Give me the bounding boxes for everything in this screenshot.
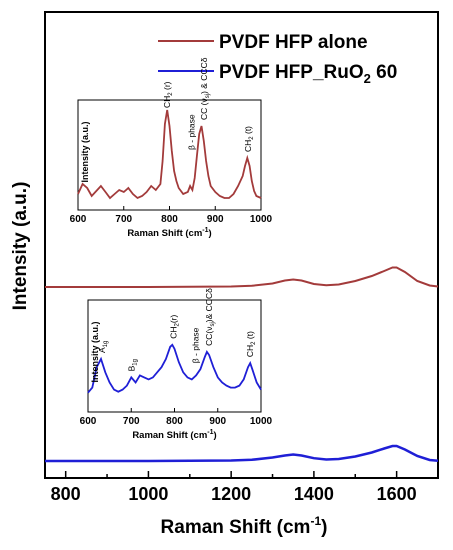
peak-annotation-sub: 2 xyxy=(168,92,174,96)
peak-annotation-cc-sj-ccc: CC (νsj) & CCCδ xyxy=(199,57,211,120)
peak-annotation-ch2-t: CH2 (t) xyxy=(243,126,255,152)
peak-annotation-text: β - phase xyxy=(187,114,197,150)
peak-annotation-text: CH xyxy=(245,345,255,357)
inset-x-axis-label-sup: -1 xyxy=(207,429,213,436)
inset-x-axis-label-close: ) xyxy=(214,430,217,441)
peak-annotation-sub: 1g xyxy=(103,341,109,348)
inset-bottom: 600 700 800 900 1000 Intensity (a.u.) Raman Sh… xyxy=(80,288,273,441)
inset-y-axis-label: Intensity (a.u.) xyxy=(90,321,100,382)
peak-annotation-sub: 2 xyxy=(251,341,257,345)
x-axis-label-sup: -1 xyxy=(310,514,321,528)
x-tick-label-1600: 1600 xyxy=(377,484,417,504)
x-axis-label: Raman Shift (cm-1) xyxy=(161,514,328,538)
inset-series-line xyxy=(87,343,262,394)
x-tick-label-1000: 1000 xyxy=(128,484,168,504)
inset-x-axis-label-sup: -1 xyxy=(202,227,208,234)
inset-x-tick-label-900: 900 xyxy=(209,416,226,427)
legend-label-pvdf-hfp-alone: PVDF HFP alone xyxy=(219,32,368,53)
peak-annotation-sub: 1g xyxy=(132,359,138,366)
legend-label-part-3: 60 xyxy=(371,62,397,83)
peak-annotation-b1g: B1g xyxy=(126,359,138,371)
peak-annotation-ch2-r: CH2 (r) xyxy=(162,81,174,108)
legend-label-subscript: 2 xyxy=(364,71,371,86)
inset-series-line xyxy=(77,109,262,200)
peak-annotation-sub: sj xyxy=(205,94,211,98)
peak-annotation-tail: (r) xyxy=(169,315,179,324)
peak-annotation-text: CC(ν xyxy=(204,327,214,346)
peak-annotation-tail: (t) xyxy=(243,126,253,137)
inset-x-tick-label-1000: 1000 xyxy=(250,416,273,427)
x-tick-label-800: 800 xyxy=(51,484,81,504)
main-plot-frame xyxy=(44,11,439,479)
x-axis-label-close: ) xyxy=(321,517,327,538)
x-tick-label-1400: 1400 xyxy=(294,484,334,504)
series-line-pvdf-hfp-alone xyxy=(45,266,439,288)
peak-annotation-a1g: A1g xyxy=(97,341,109,353)
legend: PVDF HFP alone PVDF HFP_RuO2 60 xyxy=(158,32,397,86)
x-tick-label-1200: 1200 xyxy=(211,484,251,504)
peak-annotation-phase: β - phase xyxy=(190,327,200,363)
inset-x-tick-label-600: 600 xyxy=(70,214,87,225)
inset-x-tick-label-700: 700 xyxy=(115,214,132,225)
inset-x-axis-label: Raman Shift (cm-1) xyxy=(132,429,216,441)
peak-annotation-text: B xyxy=(126,365,136,371)
series-line-pvdf-hfp-ruo2-60 xyxy=(45,444,439,463)
inset-x-tick-label-800: 800 xyxy=(166,416,183,427)
peak-annotation-ch2-r: CH2(r) xyxy=(169,315,181,339)
peak-annotation-ch2-t: CH2 (t) xyxy=(245,331,257,357)
peak-annotation-text: CH xyxy=(162,96,172,108)
main-series-layer xyxy=(45,266,439,463)
peak-annotation-text: CC (ν xyxy=(199,98,209,120)
inset-x-axis-label-text: Raman Shift (cm xyxy=(127,228,202,239)
peak-annotation-cc-sj-ccc: CC(νsj)& CCCδ xyxy=(204,288,216,346)
inset-x-axis-label: Raman Shift (cm-1) xyxy=(127,227,211,239)
inset-x-tick-label-800: 800 xyxy=(161,214,178,225)
peak-annotation-text: β - phase xyxy=(190,327,200,363)
peak-annotation-phase: β - phase xyxy=(187,114,197,150)
peak-annotation-sub: sj xyxy=(210,322,216,326)
inset-x-tick-label-600: 600 xyxy=(80,416,97,427)
legend-label-part-1: PVDF HFP_RuO xyxy=(219,62,364,83)
inset-x-axis-label-text: Raman Shift (cm xyxy=(132,430,207,441)
peak-annotation-text: CH xyxy=(169,327,179,339)
peak-annotation-sub: 2 xyxy=(249,136,255,140)
main-x-ticks: 800 1000 1200 1400 1600 xyxy=(51,471,439,504)
peak-annotation-text: CH xyxy=(243,140,253,152)
inset-x-tick-label-700: 700 xyxy=(123,416,140,427)
legend-label-pvdf-hfp-ruo2-60: PVDF HFP_RuO2 60 xyxy=(219,62,397,86)
peak-annotation-sub: 2 xyxy=(175,323,181,327)
peak-annotation-tail: (r) xyxy=(162,81,172,92)
x-axis-label-text: Raman Shift (cm xyxy=(161,517,311,538)
inset-y-axis-label: Intensity (a.u.) xyxy=(80,121,90,182)
inset-x-axis-label-close: ) xyxy=(209,228,212,239)
peak-annotation-tail: )& CCCδ xyxy=(204,288,214,322)
inset-top: 600 700 800 900 1000 Intensity (a.u.) Raman Sh… xyxy=(70,57,273,239)
peak-annotation-text: A xyxy=(97,347,107,353)
peak-annotation-tail: ) & CCCδ xyxy=(199,57,209,94)
inset-x-tick-label-900: 900 xyxy=(207,214,224,225)
inset-x-tick-label-1000: 1000 xyxy=(250,214,273,225)
peak-annotation-tail: (t) xyxy=(245,331,255,342)
y-axis-label: Intensity (a.u.) xyxy=(10,182,31,311)
